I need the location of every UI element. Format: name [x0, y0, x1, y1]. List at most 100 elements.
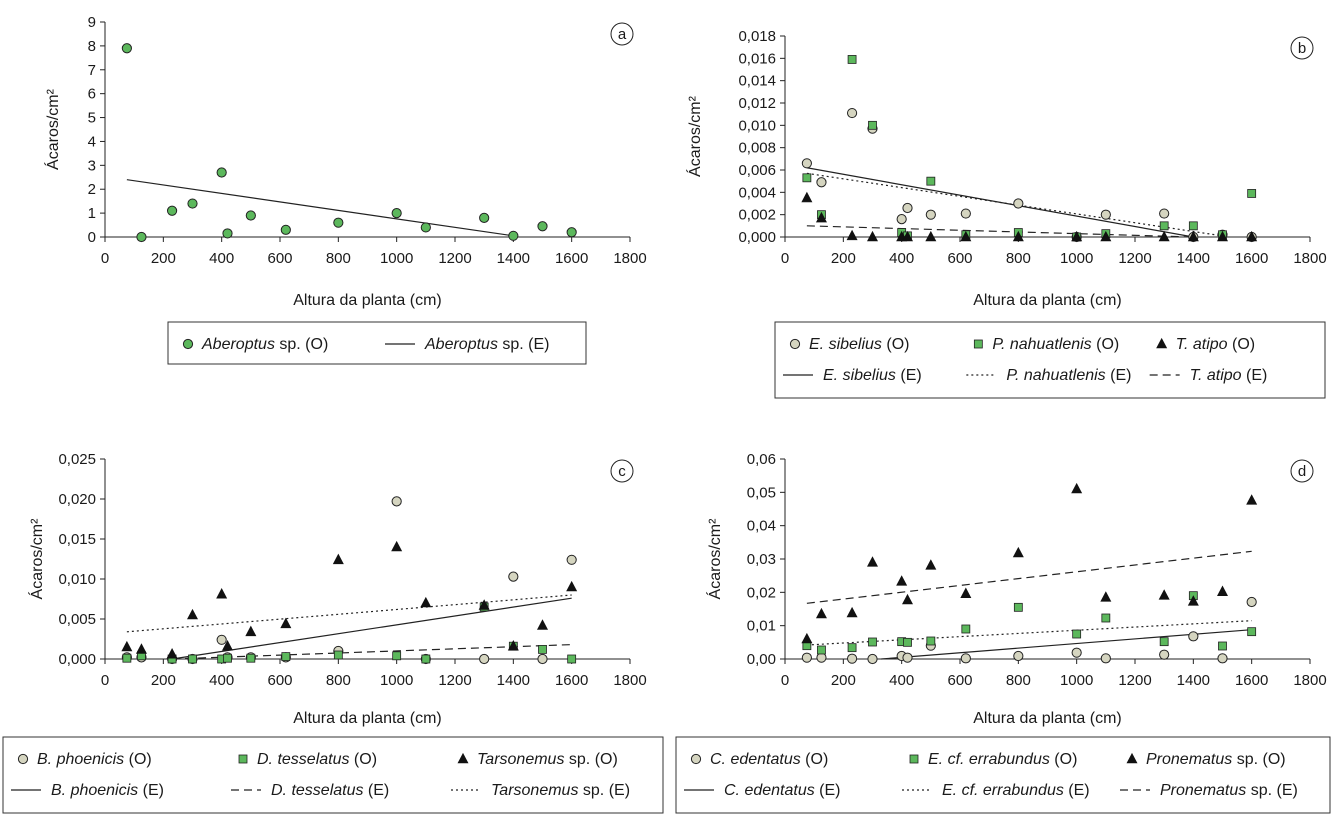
data-point-triangle	[896, 575, 908, 586]
x-tick-label: 1600	[1235, 250, 1268, 267]
legend-marker	[1126, 752, 1138, 764]
legend-species: Pronematus	[1146, 751, 1232, 768]
y-tick-label: 1	[88, 205, 96, 222]
x-tick-label: 800	[326, 672, 351, 689]
x-tick-label: 1800	[613, 250, 646, 267]
fit-line	[126, 594, 572, 633]
data-point-circle	[1159, 649, 1170, 660]
data-point-square	[188, 654, 197, 664]
legend-suffix: sp. (O)	[564, 751, 617, 768]
y-tick-label: 0	[88, 229, 96, 246]
legend-species: C. edentatus	[724, 782, 815, 799]
legend-entry: C. edentatus (O)	[710, 751, 828, 768]
legend-suffix: (E)	[1106, 367, 1132, 384]
legend-species: E. sibelius	[809, 336, 882, 353]
data-point-square	[1072, 629, 1082, 639]
data-point-circle	[391, 496, 402, 507]
legend-suffix: (E)	[138, 782, 164, 799]
data-point-circle	[537, 221, 548, 232]
y-tick-label: 3	[88, 157, 96, 174]
x-tick-label: 1400	[497, 250, 530, 267]
data-point-triangle	[245, 625, 257, 637]
chart-panel-c: 0 200 400 600 800 1000 1200 1400 1600 1800 0,000 0,…	[2, 451, 664, 814]
data-point-circle	[479, 653, 490, 665]
legend-entry: E. sibelius (E)	[823, 367, 922, 384]
legend-entry: D. tesselatus (E)	[271, 782, 389, 799]
legend-marker	[909, 754, 919, 764]
x-tick-label: 1000	[1060, 250, 1093, 267]
data-point-triangle	[1187, 230, 1199, 242]
legend-suffix: (E)	[363, 782, 389, 799]
y-tick-label: 0,012	[738, 95, 776, 112]
legend-suffix: (O)	[882, 336, 910, 353]
data-point-square	[421, 654, 431, 664]
legend-marker	[789, 338, 801, 350]
chart-panel-a: 0 200 400 600 800 1000 1200 1400 1600 1800 0 1 2 3 4 5 6…	[43, 14, 647, 365]
data-point-triangle	[507, 640, 519, 651]
data-point-square	[1188, 221, 1198, 231]
data-point-triangle	[902, 593, 913, 605]
data-point-triangle	[1100, 230, 1112, 242]
data-point-circle	[508, 571, 519, 582]
x-tick-label: 1800	[1293, 250, 1326, 267]
legend-box	[2, 736, 664, 814]
legend-marker	[690, 753, 702, 765]
data-point-triangle	[801, 632, 813, 644]
legend-species: Pronematus	[1160, 782, 1246, 799]
y-tick-label: 0,000	[58, 651, 96, 668]
data-point-triangle	[960, 230, 972, 242]
legend-marker	[457, 752, 469, 764]
data-point-triangle	[925, 230, 937, 242]
y-tick-label: 0,010	[58, 571, 96, 588]
data-point-circle	[1188, 631, 1199, 642]
legend-marker	[17, 753, 29, 765]
data-point-square	[1218, 641, 1227, 651]
legend-suffix: (O)	[1050, 751, 1078, 768]
data-point-square	[223, 653, 232, 663]
y-tick-label: 7	[88, 62, 96, 79]
data-point-square	[903, 637, 912, 647]
x-axis-label: Altura da planta (cm)	[293, 710, 442, 727]
y-tick-label: 4	[88, 133, 96, 150]
data-point-triangle	[801, 191, 813, 203]
legend-box	[675, 736, 1331, 814]
legend-species: E. cf. errabundus	[928, 751, 1050, 768]
legend-species: C. edentatus	[710, 751, 801, 768]
data-point-circle	[121, 43, 132, 54]
x-tick-label: 1200	[438, 250, 471, 267]
data-point-circle	[1159, 208, 1170, 219]
legend-species: D. tesselatus	[257, 751, 349, 768]
data-point-circle	[846, 653, 858, 664]
data-point-circle	[801, 158, 812, 169]
data-point-triangle	[216, 588, 228, 599]
legend-suffix: (O)	[801, 751, 829, 768]
x-tick-label: 800	[326, 250, 351, 267]
data-point-circle	[846, 107, 858, 119]
x-tick-label: 1200	[1118, 672, 1151, 689]
y-axis-label: Ácaros/cm²	[705, 518, 724, 600]
chart-panel-d: 0 200 400 600 800 1000 1200 1400 1600 1800 0,00 0,0…	[675, 451, 1331, 814]
y-tick-label: 0,06	[747, 451, 776, 468]
data-point-circle	[187, 198, 198, 209]
data-point-triangle	[280, 617, 292, 629]
x-tick-label: 600	[947, 672, 972, 689]
legend-species: T. atipo	[1176, 336, 1228, 353]
x-tick-label: 1800	[613, 672, 646, 689]
data-point-circle	[216, 634, 227, 645]
y-tick-label: 8	[88, 38, 96, 55]
data-point-square	[392, 651, 402, 661]
data-point-circle	[1100, 653, 1111, 664]
data-point-square	[961, 624, 971, 634]
legend-entry: E. cf. errabundus (E)	[942, 782, 1090, 799]
data-point-circle	[245, 210, 256, 221]
data-point-circle	[420, 222, 431, 233]
data-point-triangle	[420, 596, 432, 608]
legend-suffix: (E)	[896, 367, 922, 384]
legend-entry: T. atipo (O)	[1176, 336, 1255, 353]
data-point-square	[1101, 613, 1111, 623]
legend-suffix: sp. (O)	[275, 336, 328, 353]
x-tick-label: 400	[889, 250, 914, 267]
data-point-triangle	[222, 640, 233, 651]
y-tick-label: 0,008	[738, 140, 776, 157]
